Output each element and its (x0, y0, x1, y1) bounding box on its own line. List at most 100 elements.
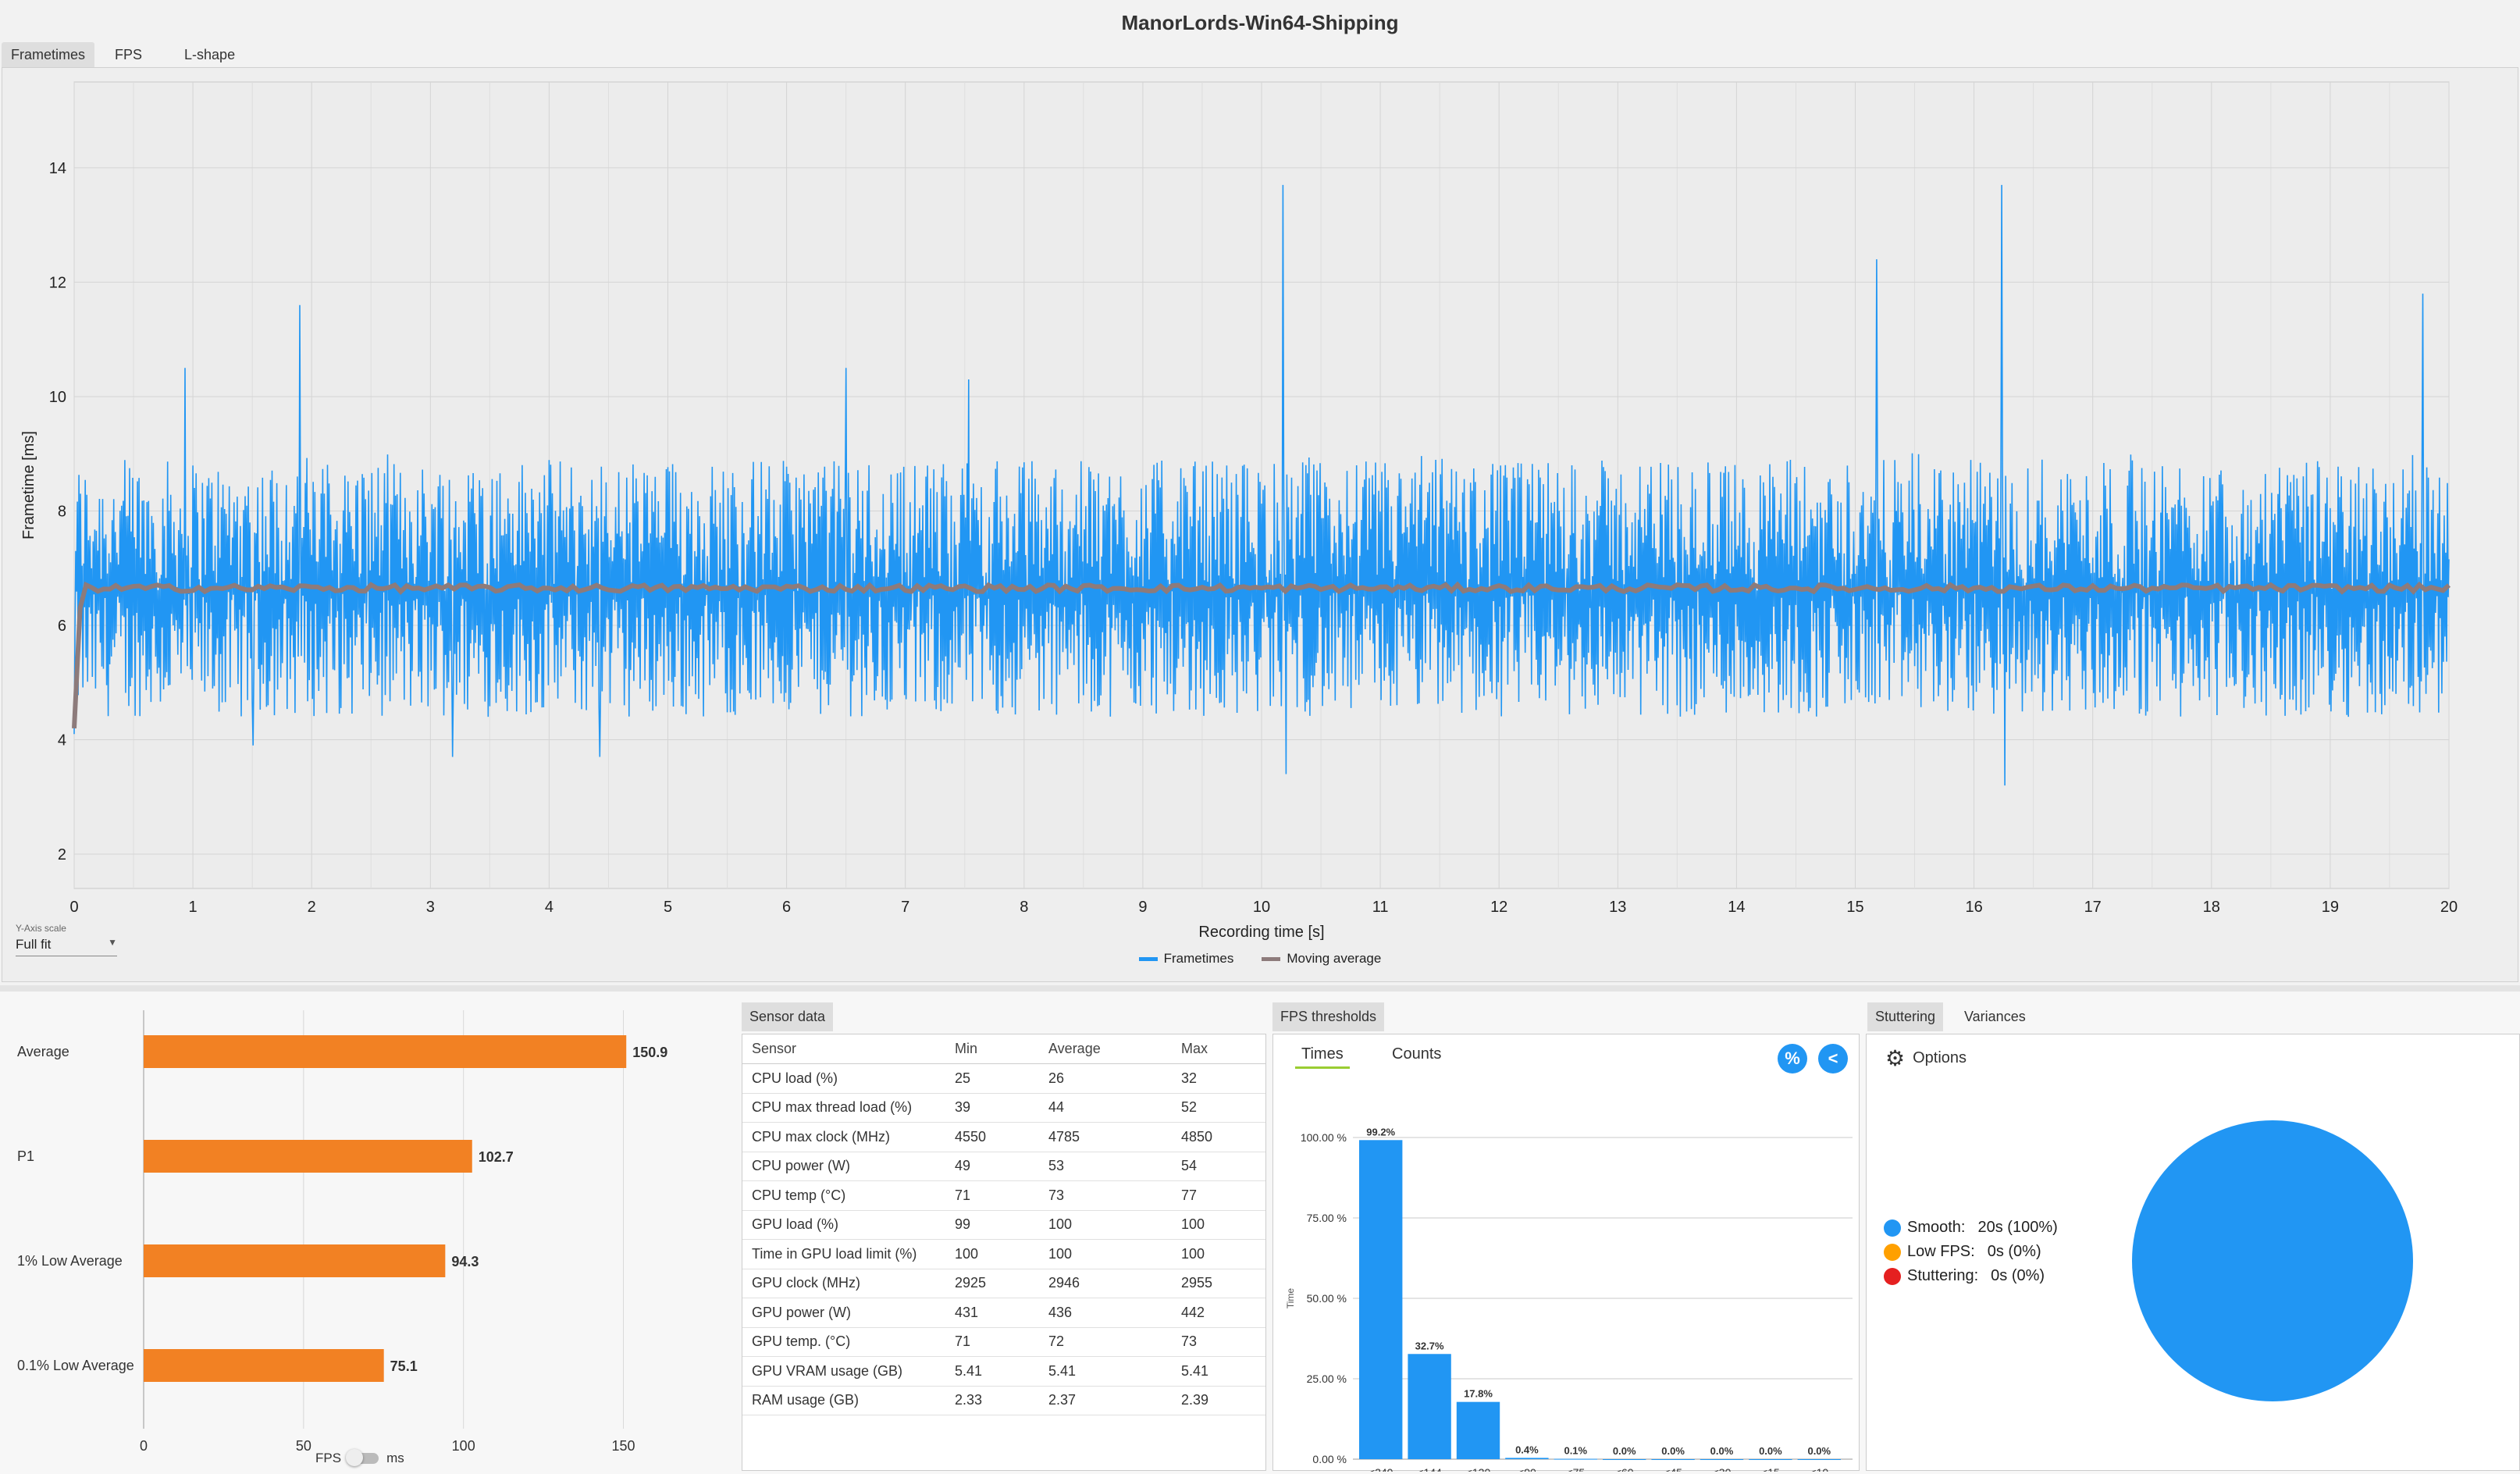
x-tick-label: 0 (140, 1438, 148, 1452)
table-cell: 2.33 (945, 1386, 1039, 1415)
x-tick-label: 16 (1965, 899, 1982, 916)
y-axis-label: Time (1285, 1288, 1296, 1309)
column-header[interactable]: Min (945, 1034, 1039, 1064)
y-tick-label: 75.00 % (1307, 1212, 1347, 1224)
tab-l-shape[interactable]: L-shape (184, 47, 236, 62)
table-cell: 2.39 (1171, 1386, 1265, 1415)
legend-dot (1884, 1267, 1901, 1285)
percent-button[interactable]: % (1778, 1044, 1807, 1073)
bar-value-label: 32.7% (1415, 1340, 1444, 1351)
legend-swatch (1262, 956, 1281, 961)
y-tick-label: 0.00 % (1312, 1453, 1347, 1465)
bar-value-label: 0.4% (1515, 1444, 1539, 1455)
frametime-chart[interactable]: 0 1 2 3 4 5 6 7 8 9 10 11 12 13 14 15 16 17 18 19 2024681012… (2, 68, 2519, 983)
table-cell: GPU power (W) (742, 1298, 945, 1328)
fps-bar-panel: 0 50 100 150 Average 150.9 P1 102.7 1% Low Avera… (0, 992, 734, 1474)
panel-divider[interactable] (0, 985, 2520, 992)
x-tick-label: 5 (664, 899, 672, 916)
x-tick-label: 7 (901, 899, 909, 916)
table-row[interactable]: GPU VRAM usage (GB) 5.41 5.41 5.41 (742, 1356, 1265, 1387)
legend-label: Smooth: (1907, 1219, 1966, 1236)
table-row[interactable]: RAM usage (GB) 2.33 2.37 2.39 (742, 1386, 1265, 1415)
table-row[interactable]: CPU power (W) 49 53 54 (742, 1152, 1265, 1181)
x-tick-label: 0 (69, 899, 78, 916)
column-header[interactable]: Max (1171, 1034, 1265, 1064)
table-cell: 53 (1039, 1152, 1172, 1181)
x-tick-label: 150 (612, 1438, 635, 1452)
table-cell: CPU max thread load (%) (742, 1093, 945, 1123)
legend-label: Low FPS: (1907, 1243, 1975, 1260)
y-axis-scale-select[interactable]: Full fit ▼ (16, 937, 117, 956)
table-row[interactable]: GPU power (W) 431 436 442 (742, 1298, 1265, 1328)
table-cell: GPU temp. (°C) (742, 1327, 945, 1357)
subtab-times[interactable]: Times (1295, 1042, 1350, 1069)
table-row[interactable]: GPU temp. (°C) 71 72 73 (742, 1327, 1265, 1357)
legend-item: Smooth: 20s (100%) (1884, 1216, 2058, 1240)
tab-fps-thresholds[interactable]: FPS thresholds (1272, 1002, 1385, 1031)
table-cell: RAM usage (GB) (742, 1386, 945, 1415)
y-tick-label: 25.00 % (1307, 1373, 1347, 1385)
tab-fps[interactable]: FPS (115, 47, 143, 62)
pie-slice (2132, 1120, 2413, 1401)
column-header[interactable]: Sensor (742, 1034, 945, 1064)
legend-value: 0s (0%) (1991, 1267, 2045, 1284)
fps-ms-switch[interactable] (346, 1449, 379, 1466)
legend-item-moving-average[interactable]: Moving average (1262, 951, 1381, 967)
y-tick-label: 12 (49, 274, 66, 291)
subtab-counts[interactable]: Counts (1392, 1045, 1442, 1063)
tab-stuttering[interactable]: Stuttering (1867, 1002, 1944, 1031)
table-cell: 2946 (1039, 1269, 1172, 1298)
bar-value-label: 150.9 (632, 1045, 667, 1060)
table-cell: 2.37 (1039, 1386, 1172, 1415)
table-cell: 73 (1171, 1327, 1265, 1357)
legend-item: Stuttering: 0s (0%) (1884, 1264, 2058, 1288)
x-tick-label: 11 (1372, 899, 1389, 916)
options-button[interactable]: ⚙ Options (1885, 1045, 1967, 1071)
table-row[interactable]: CPU temp (°C) 71 73 77 (742, 1180, 1265, 1211)
column-header[interactable]: Average (1039, 1034, 1172, 1064)
y-axis-scale: Y-Axis scale Full fit ▼ (16, 923, 117, 956)
table-cell: 2925 (945, 1269, 1039, 1298)
table-row[interactable]: CPU max clock (MHz) 4550 4785 4850 (742, 1122, 1265, 1152)
bar-value-label: 102.7 (479, 1149, 514, 1165)
table-cell: Time in GPU load limit (%) (742, 1239, 945, 1269)
legend-dot (1884, 1219, 1901, 1237)
switch-knob (346, 1449, 364, 1466)
table-cell: 5.41 (1039, 1356, 1172, 1387)
table-cell: 71 (945, 1180, 1039, 1211)
x-tick-label: 15 (1846, 899, 1863, 916)
legend-item-frametimes[interactable]: Frametimes (1138, 951, 1233, 967)
x-tick-label: <45 (1664, 1466, 1682, 1472)
toggle-left-label: FPS (315, 1451, 342, 1465)
x-tick-label: 100 (452, 1438, 475, 1452)
table-cell: 5.41 (945, 1356, 1039, 1387)
legend-label: Moving average (1287, 951, 1382, 966)
table-row[interactable]: GPU clock (MHz) 2925 2946 2955 (742, 1269, 1265, 1298)
bar-value-label: 0.0% (1759, 1445, 1782, 1457)
back-button[interactable]: < (1818, 1044, 1848, 1073)
table-row[interactable]: CPU load (%) 25 26 32 (742, 1063, 1265, 1094)
table-cell: 32 (1171, 1063, 1265, 1094)
x-tick-label: <30 (1713, 1466, 1732, 1472)
table-cell: GPU load (%) (742, 1210, 945, 1240)
bar-value-label: 0.0% (1807, 1445, 1831, 1457)
tab-frametimes[interactable]: Frametimes (2, 42, 95, 68)
threshold-bar (1359, 1140, 1403, 1459)
table-row[interactable]: GPU load (%) 99 100 100 (742, 1210, 1265, 1240)
bottom-panels: 0 50 100 150 Average 150.9 P1 102.7 1% Low Avera… (0, 992, 2520, 1474)
x-tick-label: 50 (296, 1438, 311, 1452)
table-cell: 100 (1039, 1239, 1172, 1269)
fps-thresholds-chart: 0.00 % 25.00 % 50.00 % 75.00 % 100.00 % Time 9… (1285, 1126, 1853, 1472)
stuttering-pie-chart (2132, 1120, 2413, 1401)
table-cell: 77 (1171, 1180, 1265, 1211)
legend-value: 20s (100%) (1977, 1219, 2058, 1236)
table-cell: 4785 (1039, 1122, 1172, 1152)
y-tick-label: 2 (58, 846, 66, 863)
table-row[interactable]: CPU max thread load (%) 39 44 52 (742, 1093, 1265, 1123)
table-cell: 4850 (1171, 1122, 1265, 1152)
fps-bar (144, 1244, 446, 1277)
table-cell: 25 (945, 1063, 1039, 1094)
tab-sensor-data[interactable]: Sensor data (742, 1002, 834, 1031)
tab-variances[interactable]: Variances (1964, 1009, 2026, 1024)
table-row[interactable]: Time in GPU load limit (%) 100 100 100 (742, 1239, 1265, 1269)
